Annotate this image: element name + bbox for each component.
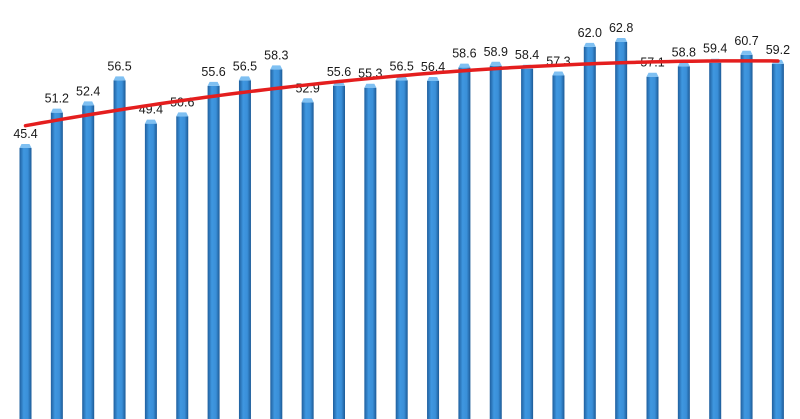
data-label: 56.5 [233,59,257,73]
data-label: 52.4 [76,84,100,98]
bar-top [458,63,471,68]
bar [176,116,189,419]
bar-top [144,119,157,124]
bar [144,123,157,419]
bar-top [50,108,63,113]
bar [677,66,690,419]
bar [740,54,753,419]
trend-line [23,59,780,128]
data-label: 58.3 [264,48,288,62]
bar [709,62,722,419]
data-label: 58.9 [484,45,508,59]
data-label: 58.6 [452,47,476,61]
bar [50,112,63,419]
labels-layer: 45.451.252.456.549.450.655.6 56.558.352.9… [13,21,790,141]
bar-top [552,71,565,76]
bar [19,148,32,419]
data-label: 56.5 [107,59,131,73]
bar-top [427,76,440,81]
bar-top [19,144,32,148]
data-label: 45.4 [13,127,37,141]
bar-top [646,72,659,77]
bar [207,85,220,419]
data-label: 51.2 [45,92,69,106]
data-label: 55.6 [327,65,351,79]
bar [646,76,659,419]
bar-top [176,112,189,117]
bar [552,75,565,419]
bar-top [364,83,377,88]
data-label: 59.2 [766,43,790,57]
bar [364,87,377,419]
bar-top [583,42,596,47]
bar-top [615,38,628,42]
bar [82,105,95,419]
bar [615,42,628,419]
bar [771,63,784,419]
data-label: 62.0 [578,26,602,40]
bar [270,69,283,419]
data-label: 55.6 [201,65,225,79]
bar-top [489,61,502,66]
data-label: 56.4 [421,60,445,74]
data-label: 58.4 [515,48,539,62]
bar [238,80,251,419]
bar [395,80,408,419]
data-label: 62.8 [609,21,633,35]
bar-top [207,81,220,86]
bar-top [301,98,314,103]
bar-top [270,65,283,70]
data-label: 59.4 [703,42,727,56]
bar [333,85,345,419]
bar-top [677,62,690,67]
data-label: 60.7 [734,34,758,48]
bar [521,68,534,419]
bar [301,102,314,419]
bar [489,65,502,419]
bar-top [740,50,753,55]
bars-layer [19,38,784,419]
data-label: 56.5 [390,59,414,73]
bar [458,67,471,419]
data-label: 58.8 [672,45,696,59]
bar-top [82,101,95,106]
bar-top [113,76,126,81]
bar [583,46,596,419]
bar-top [238,76,251,81]
bar [427,80,440,419]
bar [113,80,126,419]
